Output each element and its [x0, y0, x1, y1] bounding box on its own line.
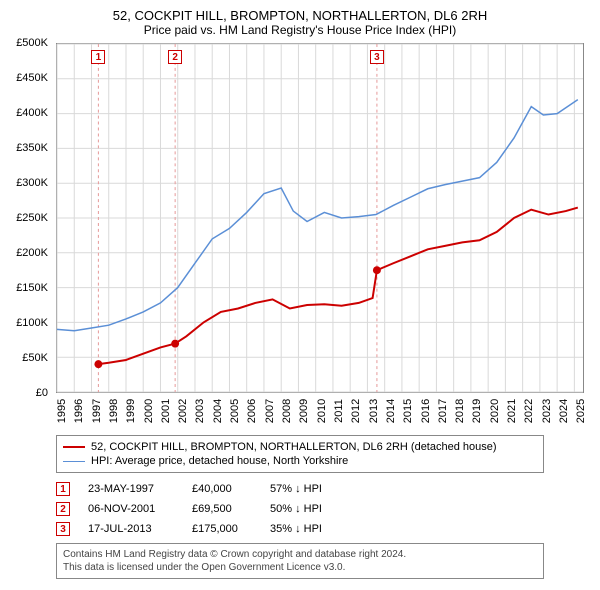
x-tick-label: 2006 [246, 399, 258, 423]
event-marker-box: 3 [56, 522, 70, 536]
x-tick-label: 2003 [194, 399, 206, 423]
event-marker-box: 1 [56, 482, 70, 496]
x-tick-label: 2013 [368, 399, 380, 423]
legend: 52, COCKPIT HILL, BROMPTON, NORTHALLERTO… [56, 435, 544, 473]
footer-line: This data is licensed under the Open Gov… [63, 561, 537, 574]
x-tick-label: 2020 [489, 399, 501, 423]
event-table: 1 23-MAY-1997 £40,000 57% ↓ HPI 2 06-NOV-2001… [56, 479, 544, 539]
x-tick-label: 2021 [506, 399, 518, 423]
chart-subtitle: Price paid vs. HM Land Registry's House … [10, 23, 590, 37]
x-tick-label: 2001 [160, 399, 172, 423]
x-tick-label: 2012 [350, 399, 362, 423]
y-tick-label: £400K [16, 107, 48, 119]
x-tick-label: 2022 [523, 399, 535, 423]
x-tick-label: 2016 [420, 399, 432, 423]
x-tick-label: 2017 [437, 399, 449, 423]
x-tick-label: 2023 [541, 399, 553, 423]
event-row: 1 23-MAY-1997 £40,000 57% ↓ HPI [56, 479, 544, 499]
event-date: 06-NOV-2001 [88, 503, 174, 515]
x-tick-label: 2025 [575, 399, 587, 423]
legend-swatch [63, 461, 85, 462]
x-tick-label: 2009 [298, 399, 310, 423]
x-tick-label: 2015 [402, 399, 414, 423]
event-diff: 57% ↓ HPI [270, 483, 322, 495]
legend-label: 52, COCKPIT HILL, BROMPTON, NORTHALLERTO… [91, 441, 497, 453]
x-tick-label: 2014 [385, 399, 397, 423]
legend-label: HPI: Average price, detached house, Nort… [91, 455, 348, 467]
x-tick-label: 2018 [454, 399, 466, 423]
x-tick-label: 2007 [264, 399, 276, 423]
event-row: 3 17-JUL-2013 £175,000 35% ↓ HPI [56, 519, 544, 539]
y-tick-label: £200K [16, 247, 48, 259]
y-tick-label: £250K [16, 212, 48, 224]
event-price: £69,500 [192, 503, 252, 515]
footer-line: Contains HM Land Registry data © Crown c… [63, 548, 537, 561]
y-tick-label: £300K [16, 177, 48, 189]
event-diff: 35% ↓ HPI [270, 523, 322, 535]
legend-swatch [63, 446, 85, 448]
x-tick-label: 1997 [91, 399, 103, 423]
x-tick-label: 2011 [333, 399, 345, 423]
x-tick-label: 2010 [316, 399, 328, 423]
x-tick-label: 2002 [177, 399, 189, 423]
legend-item: HPI: Average price, detached house, Nort… [63, 454, 537, 468]
x-tick-label: 1999 [125, 399, 137, 423]
event-date: 23-MAY-1997 [88, 483, 174, 495]
x-tick-label: 1995 [56, 399, 68, 423]
x-tick-label: 2005 [229, 399, 241, 423]
y-tick-label: £450K [16, 72, 48, 84]
chart-container: 52, COCKPIT HILL, BROMPTON, NORTHALLERTO… [0, 0, 600, 583]
x-tick-label: 2024 [558, 399, 570, 423]
chart-title: 52, COCKPIT HILL, BROMPTON, NORTHALLERTO… [10, 8, 590, 23]
event-marker: 2 [168, 50, 182, 64]
x-tick-label: 2008 [281, 399, 293, 423]
event-diff: 50% ↓ HPI [270, 503, 322, 515]
y-tick-label: £500K [16, 37, 48, 49]
x-tick-label: 2000 [143, 399, 155, 423]
plot-frame: £0£50K£100K£150K£200K£250K£300K£350K£400… [56, 43, 584, 393]
event-marker-box: 2 [56, 502, 70, 516]
chart-svg [57, 44, 583, 392]
x-tick-label: 1998 [108, 399, 120, 423]
event-date: 17-JUL-2013 [88, 523, 174, 535]
x-tick-label: 2004 [212, 399, 224, 423]
event-price: £40,000 [192, 483, 252, 495]
y-tick-label: £50K [22, 352, 48, 364]
event-marker: 3 [370, 50, 384, 64]
x-axis-labels: 1995 1996 1997 1998 1999 2000 2001 2002 2003 2004… [56, 393, 584, 429]
x-tick-label: 2019 [471, 399, 483, 423]
y-tick-label: £0 [36, 387, 48, 399]
event-row: 2 06-NOV-2001 £69,500 50% ↓ HPI [56, 499, 544, 519]
x-tick-label: 1996 [73, 399, 85, 423]
legend-item: 52, COCKPIT HILL, BROMPTON, NORTHALLERTO… [63, 440, 537, 454]
event-price: £175,000 [192, 523, 252, 535]
event-marker: 1 [91, 50, 105, 64]
y-tick-label: £350K [16, 142, 48, 154]
y-tick-label: £100K [16, 317, 48, 329]
y-axis-labels: £0£50K£100K£150K£200K£250K£300K£350K£400… [10, 43, 52, 393]
plot-area: 1 2 3 [56, 43, 584, 393]
attribution-footer: Contains HM Land Registry data © Crown c… [56, 543, 544, 579]
y-tick-label: £150K [16, 282, 48, 294]
